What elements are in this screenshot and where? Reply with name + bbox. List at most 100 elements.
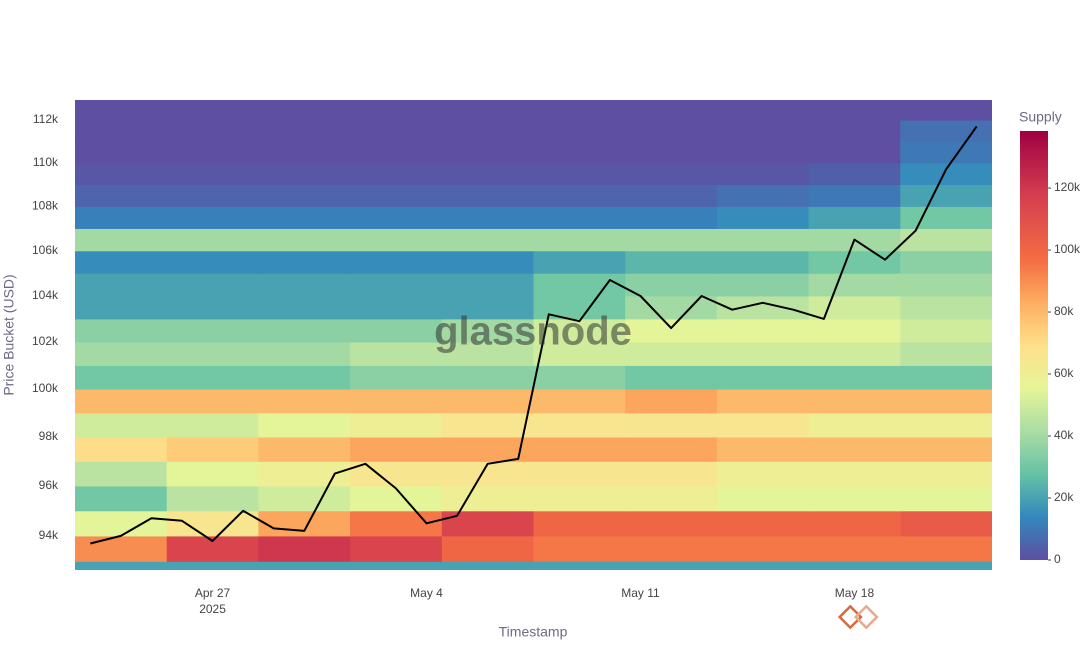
heatmap-cell [166, 250, 259, 274]
heatmap-cell [625, 250, 718, 274]
heatmap-cell [716, 100, 810, 121]
x-tick-label: May 18 [835, 586, 875, 600]
heatmap-cell [716, 141, 810, 164]
heatmap-cell [533, 461, 626, 487]
heatmap-cell [900, 485, 992, 512]
heatmap-cell [900, 206, 992, 229]
heatmap-cell [75, 295, 168, 320]
x-tick-label: May 11 [621, 586, 660, 600]
heatmap-cell [258, 342, 351, 366]
heatmap-cell [625, 437, 718, 462]
y-tick-label: 110k [33, 155, 59, 169]
heatmap-cell [258, 437, 351, 462]
heatmap-cell [166, 206, 259, 229]
heatmap-cell [166, 120, 259, 142]
heatmap-cell [166, 365, 259, 390]
heatmap-cell [808, 485, 901, 512]
heatmap-cell [350, 412, 443, 438]
heatmap-cell [258, 365, 351, 390]
heatmap-cell [441, 273, 534, 297]
heatmap-cell [900, 461, 992, 487]
price-line [90, 125, 978, 545]
heatmap-cell [808, 412, 901, 438]
y-axis-title: Price Bucket (USD) [1, 274, 17, 395]
heatmap-cell [808, 461, 901, 487]
heatmap-cell [808, 510, 901, 537]
heatmap-cell [166, 100, 259, 121]
x-tick-label: Apr 27 [195, 586, 231, 600]
heatmap-cell [533, 365, 626, 390]
heatmap-cell [350, 273, 443, 297]
heatmap-cell [625, 535, 718, 562]
colorbar-tick-label: 20k [1054, 490, 1074, 504]
heatmap-cell [716, 184, 810, 207]
heatmap-cell [166, 461, 259, 487]
x-year-label: 2025 [199, 602, 226, 616]
heatmap-cell [900, 141, 992, 164]
heatmap-cell [533, 228, 626, 252]
colorbar-tick-label: 100k [1054, 242, 1081, 256]
heatmap-cell [900, 437, 992, 462]
heatmap-cell [75, 206, 168, 229]
y-tick-label: 94k [39, 528, 59, 542]
heatmap-cell [533, 206, 626, 229]
heatmap-cell [350, 250, 443, 274]
heatmap-cell [350, 100, 443, 121]
heatmap-cell [808, 561, 901, 570]
heatmap-cell [258, 184, 351, 207]
heatmap-cell [441, 228, 534, 252]
heatmap-cell [75, 120, 168, 142]
heatmap-cell [625, 342, 718, 366]
heatmap-cell [808, 389, 901, 414]
colorbar [1020, 131, 1048, 560]
heatmap-cell [258, 228, 351, 252]
heatmap-cell [716, 365, 810, 390]
heatmap-cell [625, 389, 718, 414]
heatmap-cell [625, 561, 718, 570]
heatmap-cell [533, 535, 626, 562]
heatmap-cell [75, 389, 168, 414]
heatmap-cell [625, 273, 718, 297]
y-tick-label: 102k [32, 334, 59, 348]
colorbar-tick-label: 60k [1054, 366, 1074, 380]
heatmap-cell [533, 485, 626, 512]
heatmap-cell [350, 535, 443, 562]
heatmap-cell [350, 228, 443, 252]
heatmap-cell [75, 162, 168, 185]
heatmap-cell [350, 120, 443, 142]
heatmap-cell [716, 250, 810, 274]
heatmap-cell [166, 141, 259, 164]
y-tick-label: 108k [32, 199, 59, 213]
heatmap-cell [166, 485, 259, 512]
heatmap-cell [808, 250, 901, 274]
logo [837, 604, 879, 630]
heatmap-cell [808, 437, 901, 462]
heatmap-cell [75, 342, 168, 366]
heatmap-cell [716, 485, 810, 512]
heatmap-cell [350, 389, 443, 414]
heatmap-cell [900, 365, 992, 390]
heatmap-cell [533, 318, 626, 343]
heatmap-cell [900, 342, 992, 366]
heatmap-cell [533, 561, 626, 570]
heatmap-cell [75, 100, 168, 121]
heatmap-cell [441, 342, 534, 366]
heatmap-cell [441, 365, 534, 390]
heatmap-cell [441, 120, 534, 142]
heatmap-cell [625, 184, 718, 207]
heatmap-cell [533, 184, 626, 207]
watermark: glassnode [434, 310, 632, 354]
heatmap-cell [808, 120, 901, 142]
heatmap-cell [900, 250, 992, 274]
heatmap-cell [350, 141, 443, 164]
heatmap-cell [533, 412, 626, 438]
x-tick-label: May 4 [410, 586, 443, 600]
heatmap-cell [625, 485, 718, 512]
heatmap-cell [716, 295, 810, 320]
heatmap-cell [808, 100, 901, 121]
heatmap-cell [625, 120, 718, 142]
heatmap-cell [166, 318, 259, 343]
heatmap-cell [716, 120, 810, 142]
heatmap-cell [625, 510, 718, 537]
